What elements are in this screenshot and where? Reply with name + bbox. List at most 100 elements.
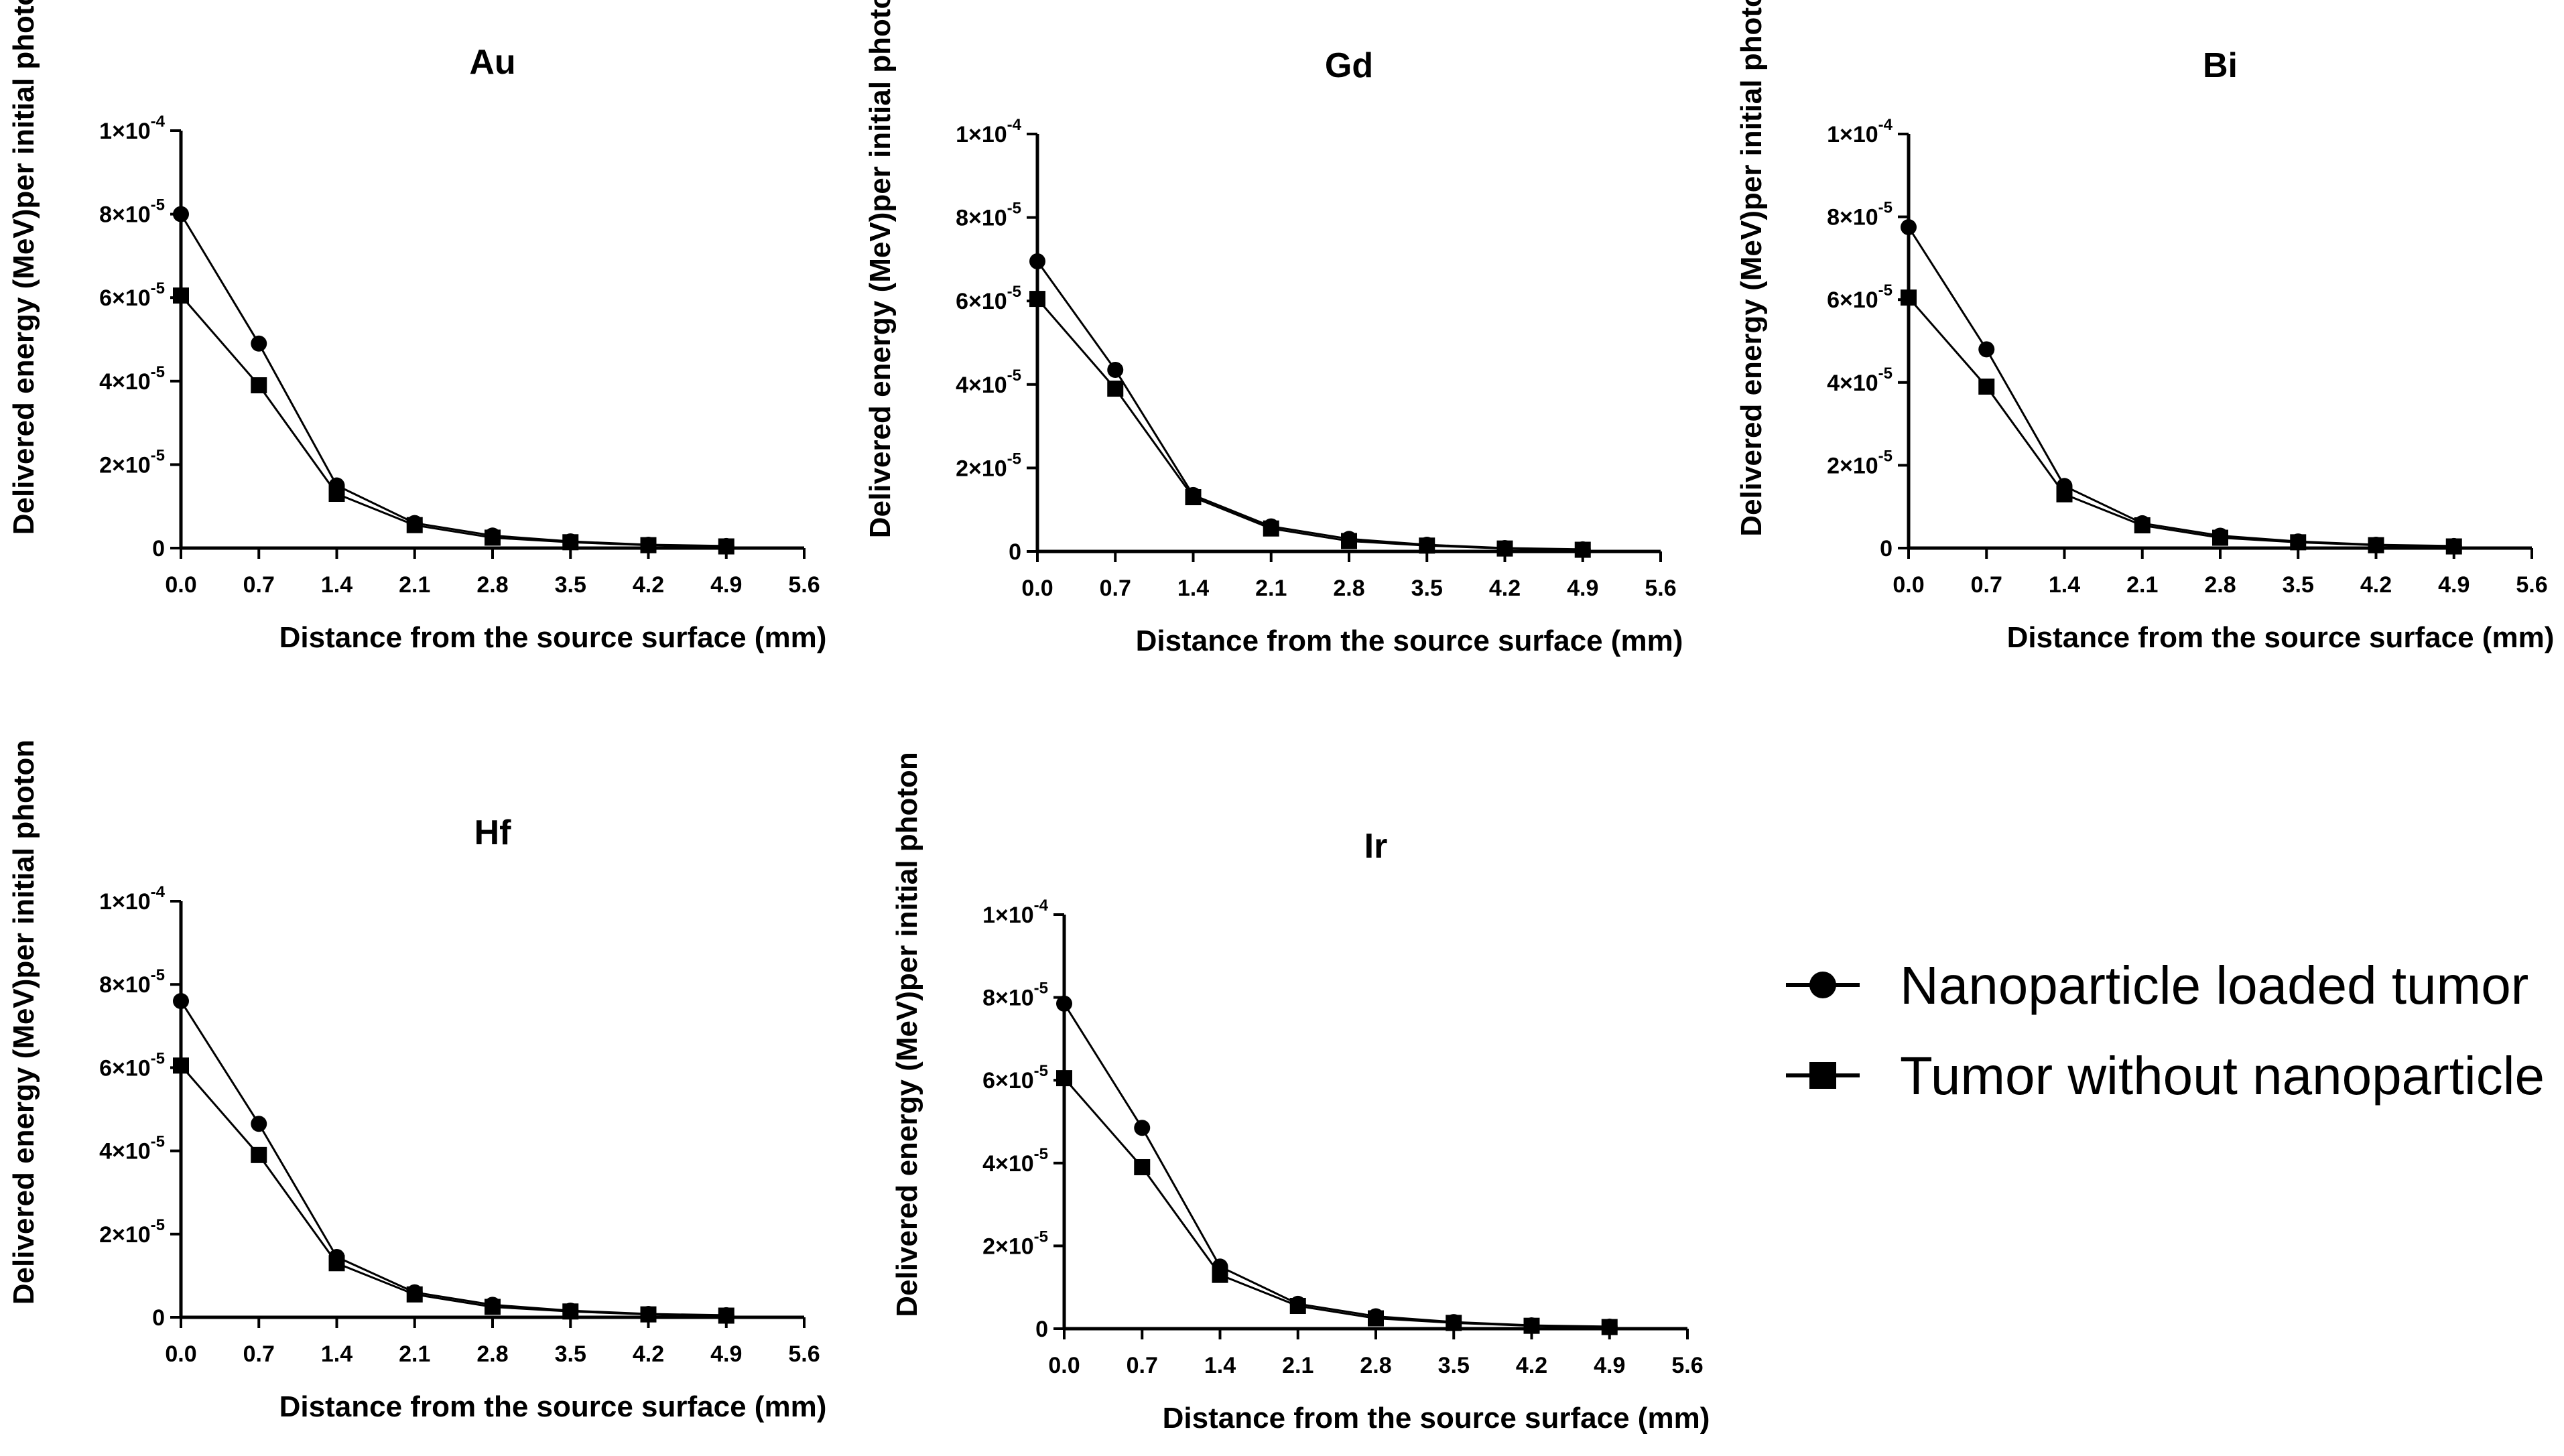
y-tick-exponent: -5 (151, 446, 165, 464)
x-tick-label: 4.2 (633, 572, 664, 598)
x-tick-label: 4.2 (2360, 572, 2392, 598)
data-point-square (485, 529, 501, 546)
series-line (1907, 297, 2454, 548)
x-tick-label: 0.0 (1021, 576, 1053, 601)
data-point-square (718, 538, 734, 555)
y-tick-label: 1×10-4 (1827, 116, 1893, 147)
legend-label: Tumor without nanoparticle (1900, 1046, 2545, 1106)
x-tick-label: 4.2 (1489, 576, 1521, 601)
data-point-square (2134, 517, 2151, 534)
y-tick-label: 2×10-5 (99, 446, 165, 478)
x-tick-label: 2.1 (1255, 576, 1287, 601)
y-tick-base: 2×10 (1827, 453, 1878, 478)
y-tick-label: 6×10-5 (99, 1049, 165, 1081)
x-tick-label: 5.6 (1671, 1353, 1703, 1378)
y-tick-base: 0 (152, 1305, 165, 1331)
y-tick-base: 4×10 (99, 369, 151, 395)
y-tick-exponent: -5 (151, 966, 165, 984)
y-tick-label: 2×10-5 (99, 1216, 165, 1248)
x-tick-label: 2.8 (1333, 576, 1364, 601)
y-tick-base: 2×10 (982, 1234, 1034, 1259)
data-point-circle (1978, 341, 1995, 358)
data-point-square (173, 287, 189, 304)
x-tick-label: 2.8 (476, 572, 508, 598)
x-tick-label: 4.9 (710, 1341, 742, 1367)
data-point-circle (173, 993, 189, 1010)
y-tick-base: 8×10 (1827, 205, 1878, 230)
data-point-circle (1901, 219, 1917, 236)
y-tick-exponent: -5 (1007, 283, 1021, 301)
panel-bi: Bi1×10-48×10-56×10-54×10-52×10-500.0 0.7 1… (1735, 0, 2554, 654)
y-tick-label: 0 (1880, 536, 1893, 561)
data-point-square (328, 486, 345, 503)
y-tick-label: 6×10-5 (982, 1062, 1048, 1094)
x-tick-label: 1.4 (1204, 1353, 1236, 1378)
y-tick-base: 6×10 (99, 285, 151, 311)
data-point-square (562, 1303, 579, 1320)
chart-title: Bi (2203, 46, 2238, 85)
y-tick-exponent: -5 (151, 1133, 165, 1151)
y-tick-label: 6×10-5 (1827, 281, 1893, 313)
y-tick-label: 4×10-5 (956, 367, 1021, 398)
x-tick-label: 5.6 (2516, 572, 2547, 598)
y-tick-exponent: -5 (1878, 199, 1893, 217)
y-tick-label: 1×10-4 (99, 113, 166, 144)
x-axis-label: Distance from the source surface (mm) (279, 1390, 827, 1423)
x-tick-label: 5.6 (1645, 576, 1676, 601)
data-point-square (173, 1057, 189, 1074)
x-tick-label: 3.5 (555, 1341, 586, 1367)
y-tick-base: 2×10 (956, 456, 1007, 481)
data-point-square (640, 537, 657, 553)
series-without-nanoparticle (1029, 291, 1591, 558)
x-tick-label: 0.7 (1127, 1353, 1158, 1378)
y-tick-exponent: -5 (1034, 1228, 1048, 1246)
y-tick-label: 8×10-5 (99, 196, 165, 228)
series-without-nanoparticle (173, 1057, 734, 1324)
data-point-square (1419, 537, 1435, 554)
data-point-square (2056, 486, 2073, 503)
y-tick-label: 2×10-5 (956, 450, 1021, 481)
data-point-square (640, 1306, 657, 1323)
data-point-square (1601, 1319, 1618, 1335)
x-tick-label: 1.4 (321, 1341, 352, 1367)
y-axis-label: Delivered energy (MeV)per initial photon (864, 0, 897, 538)
series-nanoparticle-loaded (1029, 253, 1591, 557)
y-tick-label: 4×10-5 (982, 1145, 1048, 1177)
data-point-square (485, 1299, 501, 1315)
x-tick-label: 4.2 (1516, 1353, 1547, 1378)
x-tick-label: 3.5 (555, 572, 586, 598)
data-point-square (1263, 520, 1279, 537)
data-point-square (406, 1286, 423, 1303)
data-point-square (1368, 1310, 1384, 1327)
x-tick-label: 0.0 (1893, 572, 1924, 598)
y-tick-base: 1×10 (99, 889, 151, 915)
x-tick-label: 0.7 (243, 572, 275, 598)
panel-au: Au1×10-48×10-56×10-54×10-52×10-500.0 0.7 1… (7, 0, 826, 654)
y-tick-exponent: -5 (1878, 447, 1893, 465)
data-point-circle (1107, 361, 1124, 378)
y-tick-base: 1×10 (956, 122, 1007, 147)
series-line (1063, 1077, 1610, 1329)
x-tick-label: 4.9 (2438, 572, 2470, 598)
y-tick-label: 1×10-4 (982, 897, 1049, 928)
y-tick-base: 0 (1880, 536, 1893, 561)
x-tick-label: 4.9 (1567, 576, 1598, 601)
x-tick-label: 3.5 (1411, 576, 1443, 601)
x-tick-label: 4.9 (1594, 1353, 1625, 1378)
x-tick-label: 2.1 (399, 572, 430, 598)
y-tick-base: 2×10 (99, 452, 151, 478)
series-line (180, 1065, 726, 1317)
data-point-square (406, 517, 423, 533)
chart-title: Ir (1364, 827, 1388, 866)
data-point-square (562, 534, 579, 551)
legend-entry: Tumor without nanoparticle (1786, 1046, 2545, 1106)
y-tick-label: 8×10-5 (1827, 199, 1893, 230)
y-tick-label: 0 (1009, 539, 1021, 565)
y-tick-label: 6×10-5 (99, 279, 165, 311)
x-tick-label: 2.1 (1282, 1353, 1313, 1378)
y-tick-label: 1×10-4 (99, 883, 166, 915)
series-line (180, 295, 726, 548)
x-tick-label: 2.8 (1360, 1353, 1391, 1378)
y-tick-base: 6×10 (956, 289, 1007, 314)
